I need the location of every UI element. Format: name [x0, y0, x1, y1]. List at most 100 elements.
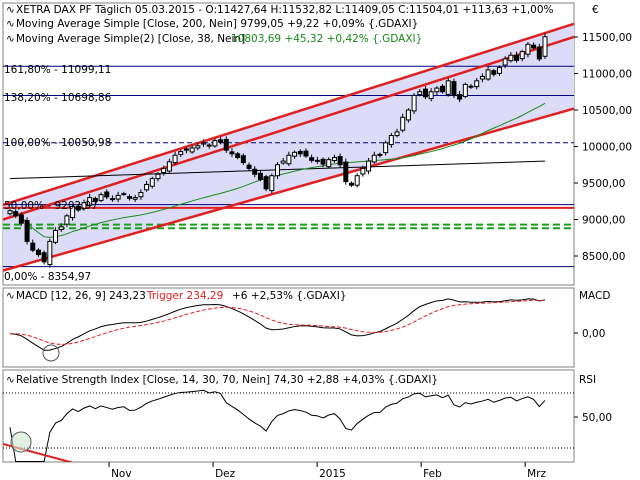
candle-body — [525, 43, 531, 55]
candle-body — [360, 167, 366, 175]
legend-mark-2: ∿ — [6, 18, 15, 30]
candle-body — [314, 159, 320, 162]
candle-body — [35, 249, 41, 256]
candle-body — [7, 210, 13, 215]
fib-label-138: 138,20% - 10698,86 — [4, 92, 112, 104]
candle-body — [371, 154, 377, 163]
macd-legend-mark: ∿ — [6, 290, 15, 302]
x-tick-label: Nov — [111, 468, 131, 480]
candle-body — [428, 91, 434, 100]
candle-body — [542, 36, 548, 57]
candle-body — [405, 109, 411, 121]
candle-body — [98, 194, 104, 201]
y-tick-label: 11500,00 — [582, 32, 632, 44]
candle-body — [422, 88, 428, 98]
trend-channel-fill — [3, 23, 574, 271]
trigger-line — [9, 299, 546, 345]
candle-body — [235, 153, 241, 158]
candle-body — [229, 151, 235, 155]
candle-body — [183, 148, 189, 151]
candle-body — [417, 91, 423, 96]
candle-body — [138, 191, 144, 198]
candle-body — [104, 191, 110, 198]
candle-body — [246, 164, 252, 169]
candle-body — [53, 229, 59, 243]
candle-body — [144, 183, 150, 191]
channel-upper-line — [3, 22, 574, 207]
candle-body — [13, 211, 19, 217]
rsi-legend: Relative Strength Index [Close, 14, 30, … — [16, 374, 438, 386]
candle-body — [496, 67, 502, 74]
candle-body — [212, 140, 218, 147]
candle-body — [263, 176, 269, 190]
candle-body — [536, 46, 542, 60]
macd-tick: 0,00 — [582, 328, 605, 340]
candle-body — [502, 58, 508, 66]
candle-body — [206, 144, 212, 147]
macd-crossover-marker — [42, 344, 60, 362]
price-y-axis: 11500,00 11000,00 10500,00 10000,00 9500,00 9… — [574, 32, 632, 263]
candle-body — [474, 80, 480, 88]
macd-title: MACD — [579, 290, 610, 302]
candle-body — [223, 138, 229, 151]
candle-body — [462, 83, 468, 97]
x-tick-label: 2015 — [319, 468, 346, 480]
x-tick-label: Feb — [423, 468, 442, 480]
candle-body — [269, 175, 275, 192]
candle-body — [155, 173, 161, 180]
y-tick-label: 9000,00 — [582, 215, 625, 227]
fib-label-0: 0,00% - 8354,97 — [4, 271, 91, 283]
candle-body — [161, 167, 167, 173]
channel-middle-line — [3, 35, 574, 221]
candle-body — [41, 252, 47, 263]
candle-body — [508, 54, 514, 62]
candle-body — [383, 142, 389, 154]
candle-body — [127, 196, 133, 199]
x-tick-label: Mrz — [527, 468, 546, 480]
candle-body — [331, 156, 337, 162]
candle-body — [280, 160, 286, 164]
candle-body — [440, 85, 446, 93]
candle-body — [218, 139, 224, 143]
rsi-panel — [2, 369, 575, 463]
candle-body — [257, 172, 263, 180]
y-tick-label: 8500,00 — [582, 251, 625, 263]
candle-body — [394, 131, 400, 137]
candle-body — [343, 161, 349, 183]
candle-body — [18, 214, 24, 224]
macd-legend-b: Trigger 234,29 — [146, 290, 223, 302]
rsi-tick: 50,00 — [582, 412, 612, 424]
y-tick-label: 11000,00 — [582, 69, 632, 81]
candle-body — [240, 155, 246, 164]
candle-body — [121, 193, 127, 196]
candle-body — [491, 70, 497, 75]
candle-body — [70, 205, 76, 219]
candle-body — [514, 54, 520, 61]
candle-body — [47, 240, 53, 265]
candle-body — [292, 151, 298, 157]
candle-body — [468, 85, 474, 88]
candle-body — [354, 175, 360, 186]
candle-body — [519, 51, 525, 60]
macd-line — [9, 298, 546, 351]
candle-body — [87, 197, 93, 206]
candle-body — [109, 198, 115, 201]
x-tick-label: Dez — [215, 468, 236, 480]
support-lines — [3, 206, 574, 230]
candle-body — [326, 159, 332, 168]
candle-body — [178, 151, 184, 155]
rsi-line — [9, 389, 546, 462]
candle-body — [30, 242, 36, 251]
ma38-legend-a: Moving Average Simple(2) [Close, 38, Nei… — [16, 33, 245, 45]
candle-body — [377, 153, 383, 156]
candle-body — [64, 215, 70, 225]
candle-body — [303, 150, 309, 157]
currency-symbol: € — [592, 4, 599, 16]
candle-body — [297, 150, 303, 155]
candle-body — [172, 154, 178, 164]
candles-group — [7, 33, 548, 268]
candle-body — [411, 94, 417, 112]
price-legend: ∿ XETRA DAX PF Täglich 05.03.2015 - O:11… — [6, 4, 554, 45]
rsi-title: RSI — [579, 374, 596, 386]
candle-body — [309, 157, 315, 161]
